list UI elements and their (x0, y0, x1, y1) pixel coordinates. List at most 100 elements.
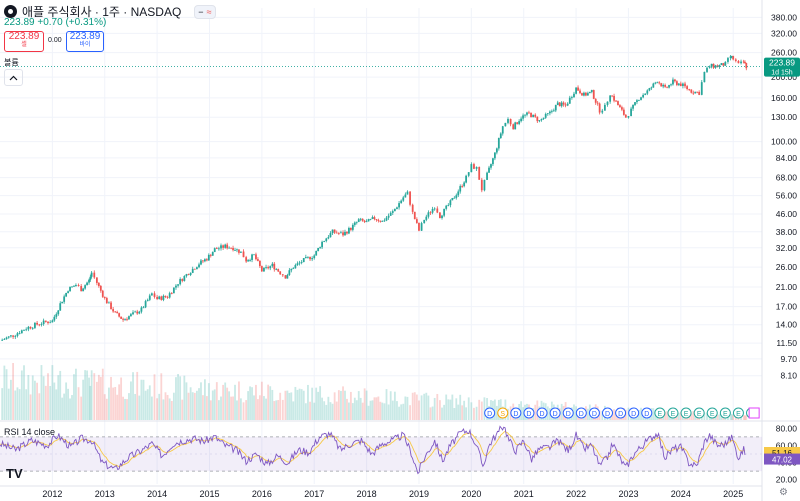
candle-body (307, 256, 309, 258)
candle-body (501, 126, 504, 134)
buy-button[interactable]: 223.89 바이 (66, 31, 104, 52)
volume-bar (55, 389, 58, 420)
symbol-title[interactable]: 애플 주식회사 · 1주 · NASDAQ (22, 5, 182, 19)
candle-body (524, 114, 526, 116)
x-tick-label: 2021 (514, 489, 534, 499)
price-candles[interactable] (1, 55, 748, 341)
volume-bar (88, 377, 90, 420)
time-axis[interactable]: 2012 2013 2014 2015 2016 2017 2018 2019 2020 2021… (42, 489, 743, 499)
volume-bar (400, 404, 403, 420)
candle-body (514, 122, 517, 130)
volume-bar (257, 399, 259, 420)
candle-body (122, 318, 124, 320)
candle-body (342, 232, 344, 236)
candle-body (12, 335, 14, 337)
candle-body (400, 200, 403, 204)
volume-bar (304, 403, 307, 420)
candle-body (463, 182, 466, 187)
candle-body (583, 92, 585, 96)
volume-bar (716, 414, 719, 420)
candle-body (124, 318, 126, 320)
candle-body (564, 104, 567, 106)
chevron-up-icon[interactable] (4, 69, 23, 86)
candle-body (536, 116, 539, 122)
volume-bar (144, 390, 147, 420)
volume-bar (323, 401, 326, 420)
compare-chip[interactable]: − ≈ (194, 4, 216, 19)
volume-bar (729, 414, 732, 420)
candle-body (193, 268, 196, 270)
candle-body (418, 222, 420, 231)
volume-bar (232, 396, 234, 420)
volume-bar (331, 403, 334, 420)
volume-bar (586, 408, 589, 420)
y-tick-label: 200.00 (771, 72, 797, 82)
volume-bar (413, 392, 416, 420)
candle-body (181, 279, 184, 281)
volume-bar (447, 399, 450, 420)
candle-body (25, 329, 28, 331)
volume-bar (335, 401, 338, 420)
candle-body (495, 148, 498, 153)
candle-body (101, 290, 104, 297)
volume-bar (349, 391, 352, 420)
volume-bar (114, 387, 117, 420)
candle-body (507, 118, 509, 123)
candle-body (55, 314, 58, 317)
rsi-pane[interactable] (0, 425, 762, 475)
event-letter: D (618, 411, 623, 418)
volume-bar (402, 403, 405, 420)
candle-body (313, 255, 316, 259)
volume-bar (361, 402, 364, 420)
candle-body (666, 86, 668, 88)
volume-bar (337, 390, 340, 420)
candle-body (103, 296, 106, 299)
symbol-header[interactable]: 애플 주식회사 · 1주 · NASDAQ − ≈ (4, 3, 216, 20)
candle-body (579, 90, 581, 94)
candle-body (29, 326, 32, 329)
volume-bar (49, 386, 52, 420)
candle-body (61, 301, 64, 304)
price-axis[interactable]: 380.00 320.00 260.00 200.00 160.00 130.00 100.… (0, 12, 800, 485)
volume-bar (363, 388, 366, 420)
volume-bar (222, 384, 225, 420)
volume-bar (12, 363, 14, 420)
volume-bar (745, 415, 748, 420)
volume-bar (126, 399, 128, 420)
candle-body (734, 59, 737, 62)
candle-body (644, 93, 647, 95)
candle-body (455, 195, 458, 198)
candle-body (251, 254, 253, 260)
candle-body (344, 231, 346, 236)
candle-body (596, 102, 599, 104)
sell-button[interactable]: 223.89 셀 (4, 31, 44, 52)
candle-body (277, 269, 280, 272)
event-letter: S (500, 411, 505, 418)
volume-bar (385, 389, 388, 420)
volume-bar (128, 393, 130, 420)
candle-body (624, 114, 627, 118)
event-markers[interactable]: DSDDDDDDDDDDDEEEEEEEE (484, 407, 760, 419)
candle-body (47, 321, 49, 324)
volume-bar (294, 386, 297, 420)
volume-bar (495, 405, 498, 420)
candle-body (136, 311, 139, 314)
volume-bar (340, 390, 342, 420)
candle-body (389, 212, 392, 216)
candle-body (158, 296, 161, 300)
gear-icon[interactable]: ⚙ (779, 487, 788, 498)
volume-bar (288, 392, 291, 420)
tradingview-logo[interactable]: TV (6, 466, 23, 481)
candle-body (371, 217, 374, 219)
volume-bar (329, 402, 332, 420)
candle-body (690, 89, 693, 93)
candle-body (365, 221, 368, 223)
candle-body (290, 268, 293, 271)
rsi-ma-tag (764, 447, 800, 459)
candle-body (204, 259, 206, 262)
candle-body (379, 220, 382, 222)
volume-bar (353, 397, 356, 420)
volume-bar (160, 373, 163, 420)
candle-body (598, 103, 601, 113)
